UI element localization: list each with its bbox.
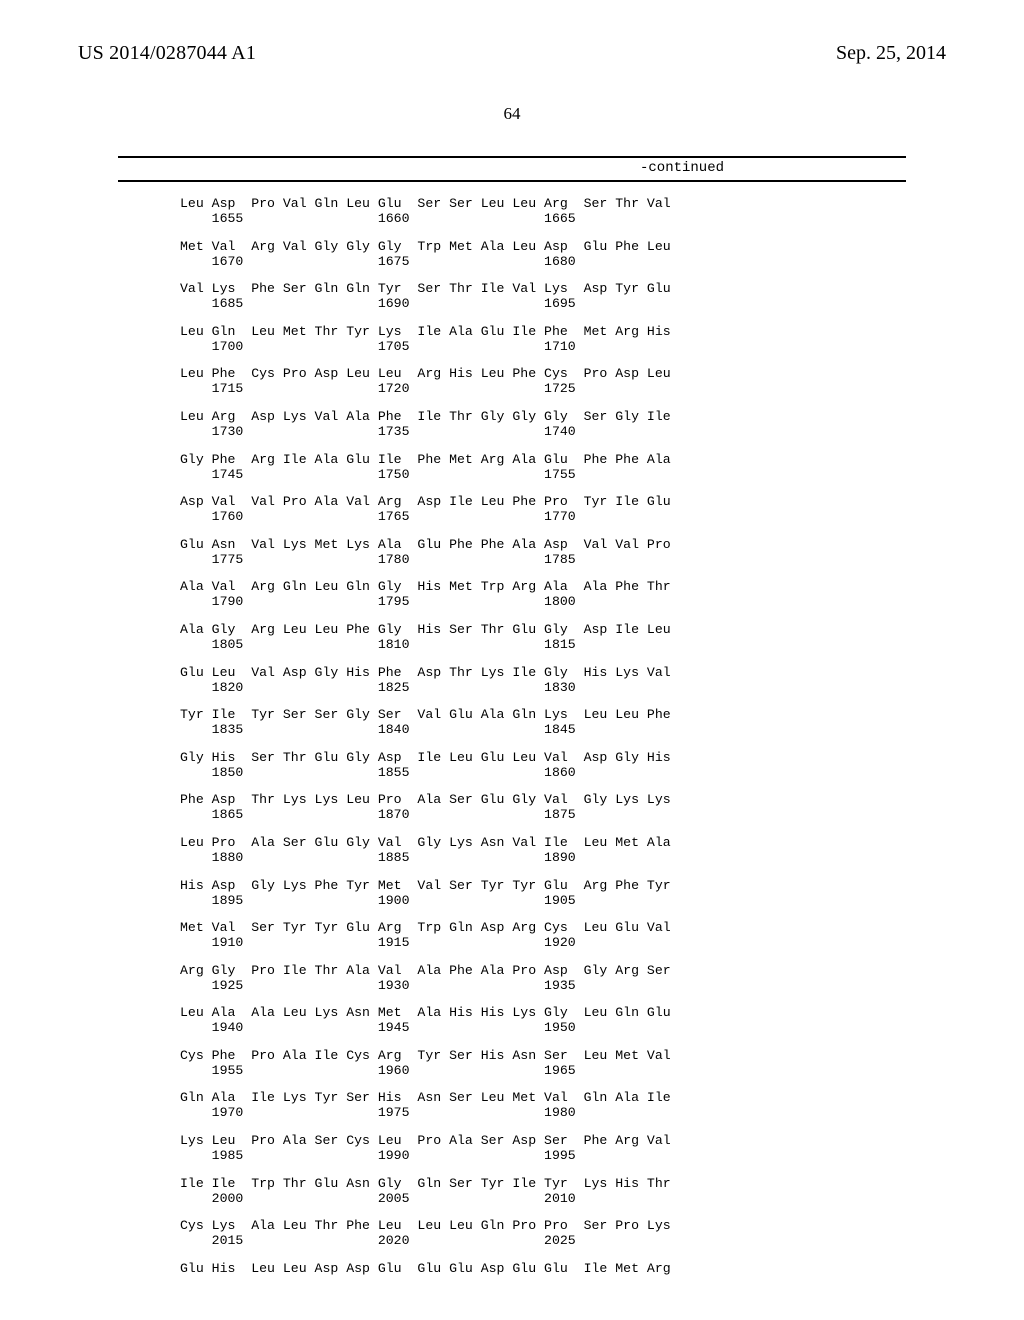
sequence-row: Ala Gly Arg Leu Leu Phe Gly His Ser Thr … [180, 622, 671, 652]
sequence-row: Phe Asp Thr Lys Lys Leu Pro Ala Ser Glu … [180, 792, 671, 822]
sequence-row: Glu Leu Val Asp Gly His Phe Asp Thr Lys … [180, 665, 671, 695]
sequence-row: Leu Gln Leu Met Thr Tyr Lys Ile Ala Glu … [180, 324, 671, 354]
sequence-row: Gly His Ser Thr Glu Gly Asp Ile Leu Glu … [180, 750, 671, 780]
sequence-row: Glu Asn Val Lys Met Lys Ala Glu Phe Phe … [180, 537, 671, 567]
sequence-row: Cys Lys Ala Leu Thr Phe Leu Leu Leu Gln … [180, 1218, 671, 1248]
page-number: 64 [0, 104, 1024, 124]
publication-date: Sep. 25, 2014 [836, 42, 946, 65]
sequence-row: Arg Gly Pro Ile Thr Ala Val Ala Phe Ala … [180, 963, 671, 993]
sequence-row: Val Lys Phe Ser Gln Gln Tyr Ser Thr Ile … [180, 281, 671, 311]
horizontal-rule [118, 180, 906, 182]
sequence-row: Asp Val Val Pro Ala Val Arg Asp Ile Leu … [180, 494, 671, 524]
horizontal-rule [118, 156, 906, 158]
sequence-row: Leu Asp Pro Val Gln Leu Glu Ser Ser Leu … [180, 196, 671, 226]
sequence-row: Leu Arg Asp Lys Val Ala Phe Ile Thr Gly … [180, 409, 671, 439]
sequence-row: Ile Ile Trp Thr Glu Asn Gly Gln Ser Tyr … [180, 1176, 671, 1206]
sequence-listing: Leu Asp Pro Val Gln Leu Glu Ser Ser Leu … [180, 196, 671, 1276]
sequence-row: Tyr Ile Tyr Ser Ser Gly Ser Val Glu Ala … [180, 707, 671, 737]
sequence-row: Ala Val Arg Gln Leu Gln Gly His Met Trp … [180, 579, 671, 609]
sequence-row: Leu Pro Ala Ser Glu Gly Val Gly Lys Asn … [180, 835, 671, 865]
sequence-row: His Asp Gly Lys Phe Tyr Met Val Ser Tyr … [180, 878, 671, 908]
sequence-row: Glu His Leu Leu Asp Asp Glu Glu Glu Asp … [180, 1261, 671, 1276]
sequence-row: Lys Leu Pro Ala Ser Cys Leu Pro Ala Ser … [180, 1133, 671, 1163]
sequence-row: Leu Ala Ala Leu Lys Asn Met Ala His His … [180, 1005, 671, 1035]
sequence-row: Met Val Arg Val Gly Gly Gly Trp Met Ala … [180, 239, 671, 269]
sequence-row: Met Val Ser Tyr Tyr Glu Arg Trp Gln Asp … [180, 920, 671, 950]
publication-number: US 2014/0287044 A1 [78, 42, 256, 65]
sequence-row: Cys Phe Pro Ala Ile Cys Arg Tyr Ser His … [180, 1048, 671, 1078]
sequence-row: Leu Phe Cys Pro Asp Leu Leu Arg His Leu … [180, 366, 671, 396]
page: US 2014/0287044 A1 Sep. 25, 2014 64 -con… [0, 0, 1024, 1320]
sequence-row: Gly Phe Arg Ile Ala Glu Ile Phe Met Arg … [180, 452, 671, 482]
sequence-row: Gln Ala Ile Lys Tyr Ser His Asn Ser Leu … [180, 1090, 671, 1120]
continued-label: -continued [640, 160, 724, 176]
